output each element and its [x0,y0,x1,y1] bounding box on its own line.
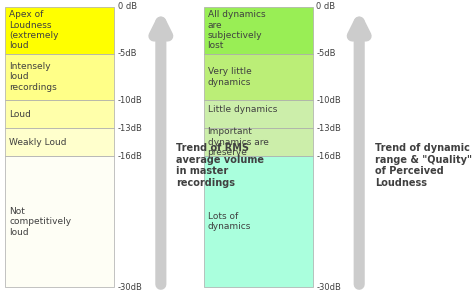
Text: -16dB: -16dB [317,152,341,161]
Bar [5,54,114,100]
Bar [5,156,114,287]
Text: Apex of
Loudness
(extremely
loud: Apex of Loudness (extremely loud [9,10,59,50]
Bar [204,156,312,287]
Text: -13dB: -13dB [118,124,143,133]
Text: Lots of
dynamics: Lots of dynamics [208,212,251,231]
Bar [204,7,312,54]
Text: -30dB: -30dB [118,283,143,292]
Bar [5,128,114,156]
Text: Loud: Loud [9,110,31,119]
Text: Trend of dynamic
range & "Quality"
of Perceived
Loudness: Trend of dynamic range & "Quality" of Pe… [375,143,472,188]
Text: -5dB: -5dB [317,49,336,58]
Text: Very little
dynamics: Very little dynamics [208,67,251,87]
Text: All dynamics
are
subjectively
lost: All dynamics are subjectively lost [208,10,265,50]
Bar [204,100,312,128]
Text: -5dB: -5dB [118,49,137,58]
Text: Little dynamics: Little dynamics [208,105,277,114]
Bar [5,7,114,54]
Text: Weakly Loud: Weakly Loud [9,138,67,147]
Text: 0 dB: 0 dB [317,2,336,11]
Bar [204,128,312,156]
Text: -13dB: -13dB [317,124,341,133]
Bar [5,100,114,128]
Bar [204,54,312,100]
Text: -30dB: -30dB [317,283,341,292]
Text: Not
competitively
loud: Not competitively loud [9,207,71,237]
Text: Intensely
loud
recordings: Intensely loud recordings [9,62,57,92]
Text: -10dB: -10dB [317,96,341,105]
Text: -10dB: -10dB [118,96,143,105]
Text: -16dB: -16dB [118,152,143,161]
Text: Trend of RMS
average volume
in master
recordings: Trend of RMS average volume in master re… [176,143,264,188]
Text: Important
dynamics are
preserve: Important dynamics are preserve [208,127,268,157]
Text: 0 dB: 0 dB [118,2,137,11]
